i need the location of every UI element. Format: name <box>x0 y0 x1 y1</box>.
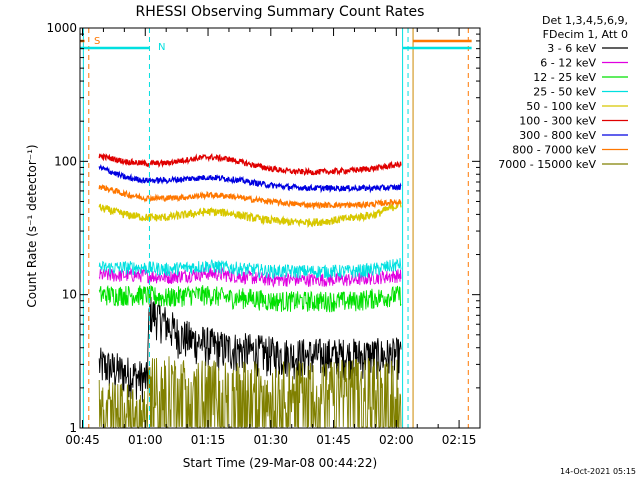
y-tick-label: 10 <box>62 288 77 302</box>
x-tick-label: 01:00 <box>128 433 163 447</box>
legend-entry-label: 100 - 300 keV <box>519 115 596 128</box>
timestamp: 14-Oct-2021 05:15 <box>560 467 636 476</box>
legend-entry-label: 50 - 100 keV <box>526 100 596 113</box>
legend-entry-label: 6 - 12 keV <box>540 57 596 70</box>
series-line <box>98 200 402 228</box>
flag-s-label: S <box>94 36 100 47</box>
series-line <box>98 284 402 313</box>
legend-entry-label: 3 - 6 keV <box>547 42 596 55</box>
series-12-25-kev <box>98 284 402 313</box>
legend-header-line1: Det 1,3,4,5,6,9, <box>542 14 628 27</box>
x-tick-label: 01:45 <box>316 433 351 447</box>
legend-header-line2: FDecim 1, Att 0 <box>543 28 628 41</box>
plot-frame <box>79 27 481 429</box>
series-50-100-kev <box>98 200 402 228</box>
x-tick-label: 01:30 <box>253 433 288 447</box>
legend-entry-label: 7000 - 15000 keV <box>498 158 596 171</box>
chart-title: RHESSI Observing Summary Count Rates <box>136 4 425 20</box>
time-markers <box>80 28 472 428</box>
legend-entry-label: 800 - 7000 keV <box>512 144 596 157</box>
legend: Det 1,3,4,5,6,9, FDecim 1, Att 0 3 - 6 k… <box>498 14 628 171</box>
x-tick-label: 01:15 <box>191 433 226 447</box>
y-tick-label: 100 <box>54 154 77 168</box>
legend-entry-label: 25 - 50 keV <box>533 86 596 99</box>
x-axis-label: Start Time (29-Mar-08 00:44:22) <box>183 456 377 470</box>
legend-entry-label: 300 - 800 keV <box>519 129 596 142</box>
series-line <box>98 266 402 288</box>
y-tick-label: 1000 <box>46 21 77 35</box>
legend-entry-label: 12 - 25 keV <box>533 71 596 84</box>
axes: 00:45 01:00 01:15 01:30 01:45 02:00 02:15 1 10 10… <box>46 21 481 447</box>
flag-n-label: N <box>158 42 165 53</box>
series-6-12-kev <box>98 266 402 288</box>
x-tick-label: 02:00 <box>379 433 414 447</box>
y-tick-label: 1 <box>69 421 77 435</box>
x-tick-label: 00:45 <box>65 433 100 447</box>
y-axis-label: Count Rate (s⁻¹ detector⁻¹) <box>25 144 39 307</box>
x-tick-label: 02:15 <box>442 433 477 447</box>
